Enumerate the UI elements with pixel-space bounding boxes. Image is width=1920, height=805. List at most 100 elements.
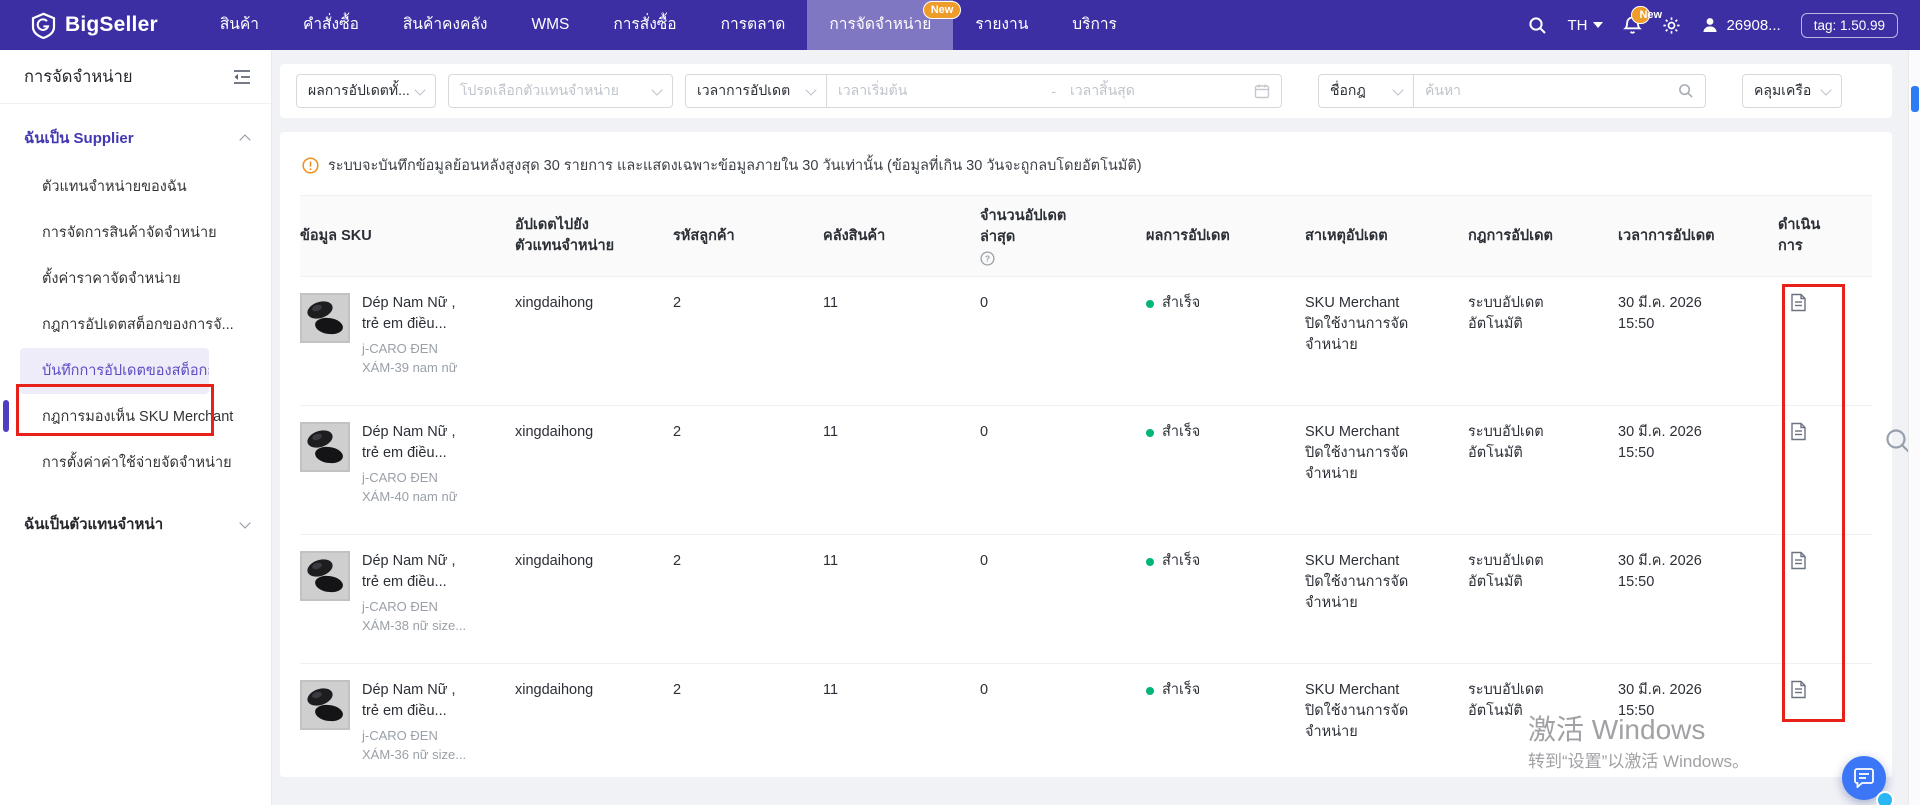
search-icon[interactable] — [1678, 83, 1694, 99]
rule-cell: ระบบอัปเดตอัตโนมัติ — [1468, 551, 1618, 593]
view-detail-icon[interactable] — [1778, 551, 1858, 570]
view-detail-icon[interactable] — [1778, 422, 1858, 441]
notifications-bell[interactable]: New — [1623, 15, 1642, 35]
col-rule: กฎการอัปเดต — [1468, 226, 1618, 247]
table-row: Dép Nam Nữ ,trẻ em điều... j-CARO ĐENXÁM… — [300, 277, 1872, 406]
col-customer: รหัสลูกค้า — [673, 226, 823, 247]
table-row: Dép Nam Nữ ,trẻ em điều... j-CARO ĐENXÁM… — [300, 664, 1872, 777]
brand-shield-icon — [30, 12, 57, 39]
last-qty-cell: 0 — [980, 680, 1146, 701]
product-name[interactable]: Dép Nam Nữ ,trẻ em điều... — [362, 422, 457, 464]
product-name[interactable]: Dép Nam Nữ ,trẻ em điều... — [362, 293, 457, 335]
sidebar-section-dealer[interactable]: ฉันเป็นตัวแทนจำหน่า — [0, 486, 271, 550]
search-icon[interactable] — [1528, 16, 1547, 35]
time-type-value: เวลาการอัปเดต — [697, 80, 790, 102]
log-table-card: ระบบจะบันทึกข้อมูลย้อนหลังสูงสุด 30 รายก… — [280, 132, 1892, 777]
language-selector[interactable]: TH — [1567, 17, 1603, 34]
col-action: ดำเนินการ — [1778, 215, 1858, 257]
dealer-select[interactable]: โปรดเลือกตัวแทนจำหน่าย — [448, 74, 673, 108]
rule-name-select[interactable]: ชื่อกฎ — [1318, 74, 1414, 108]
sidebar-section-supplier[interactable]: ฉันเป็น Supplier — [0, 104, 271, 164]
sidebar-item-distribution-price[interactable]: ตั้งค่าราคาจัดจำหน่าย — [0, 256, 271, 302]
product-image — [300, 293, 350, 377]
nav-item-inventory[interactable]: สินค้าคงคลัง — [381, 0, 510, 50]
search-input[interactable]: ค้นหา — [1414, 74, 1706, 108]
col-warehouse: คลังสินค้า — [823, 226, 980, 247]
sidebar-item-distribution-products[interactable]: การจัดการสินค้าจัดจำหน่าย — [0, 210, 271, 256]
match-mode-select[interactable]: คลุมเครือ — [1742, 74, 1842, 108]
view-detail-icon[interactable] — [1778, 293, 1858, 312]
scrollbar-thumb[interactable] — [1911, 86, 1919, 112]
gear-icon[interactable] — [1662, 16, 1681, 35]
product-sku: j-CARO ĐENXÁM-40 nam nữ — [362, 468, 457, 506]
sidebar-item-my-dealers[interactable]: ตัวแทนจำหน่ายของฉัน — [0, 164, 271, 210]
retention-notice: ระบบจะบันทึกข้อมูลย้อนหลังสูงสุด 30 รายก… — [300, 132, 1872, 195]
sidebar-item-stock-update-rules[interactable]: กฎการอัปเดตสต็อกของการจั... — [0, 302, 271, 348]
col-last-qty: จำนวนอัปเดต ล่าสุด? — [980, 206, 1146, 266]
chevron-up-icon — [239, 134, 250, 145]
view-detail-icon[interactable] — [1778, 680, 1858, 699]
nav-item-services[interactable]: บริการ — [1050, 0, 1139, 50]
nav-item-purchase[interactable]: การสั่งซื้อ — [591, 0, 698, 50]
navbar-right: TH New 26908... tag: 1.50.99 — [1528, 13, 1898, 38]
sidebar-title: การจัดจำหน่าย — [24, 64, 133, 90]
product-name[interactable]: Dép Nam Nữ ,trẻ em điều... — [362, 551, 466, 593]
product-image — [300, 680, 350, 764]
calendar-icon — [1254, 83, 1270, 99]
customer-code-cell: 2 — [673, 680, 823, 701]
time-type-select[interactable]: เวลาการอัปเดต — [685, 74, 827, 108]
reason-cell: SKU Merchantปิดใช้งานการจัดจำหน่าย — [1305, 680, 1468, 743]
col-sku: ข้อมูล SKU — [300, 226, 515, 247]
last-qty-cell: 0 — [980, 551, 1146, 572]
customer-code-cell: 2 — [673, 293, 823, 314]
chat-icon — [1853, 768, 1875, 788]
sidebar-section-supplier-label: ฉันเป็น Supplier — [24, 126, 134, 150]
filter-bar: ผลการอัปเดตทั้... โปรดเลือกตัวแทนจำหน่าย… — [280, 64, 1892, 118]
bigseller-logo[interactable]: BigSeller — [30, 12, 158, 39]
nav-item-wms[interactable]: WMS — [509, 0, 591, 50]
vertical-scrollbar[interactable] — [1908, 50, 1920, 805]
result-cell: สำเร็จ — [1146, 680, 1305, 701]
update-result-select[interactable]: ผลการอัปเดตทั้... — [296, 74, 436, 108]
user-account[interactable]: 26908... — [1701, 16, 1780, 34]
result-cell: สำเร็จ — [1146, 422, 1305, 443]
table-row: Dép Nam Nữ ,trẻ em điều... j-CARO ĐENXÁM… — [300, 535, 1872, 664]
product-sku: j-CARO ĐENXÁM-38 nữ size... — [362, 597, 466, 635]
sidebar: การจัดจำหน่าย ฉันเป็น Supplier ตัวแทนจำห… — [0, 50, 272, 805]
customer-code-cell: 2 — [673, 551, 823, 572]
chevron-down-icon — [1392, 84, 1403, 95]
user-id: 26908... — [1726, 17, 1780, 34]
dealer-cell: xingdaihong — [515, 422, 673, 443]
dealer-cell: xingdaihong — [515, 680, 673, 701]
sidebar-item-stock-update-log[interactable]: บันทึกการอัปเดตของสต็อกก... — [20, 348, 209, 394]
nav-item-products[interactable]: สินค้า — [198, 0, 281, 50]
product-name[interactable]: Dép Nam Nữ ,trẻ em điều... — [362, 680, 466, 722]
nav-item-marketing[interactable]: การตลาด — [699, 0, 808, 50]
success-dot — [1146, 558, 1154, 566]
reason-cell: SKU Merchantปิดใช้งานการจัดจำหน่าย — [1305, 551, 1468, 614]
search-placeholder: ค้นหา — [1425, 80, 1461, 102]
chevron-down-icon — [805, 84, 816, 95]
date-range-picker[interactable]: เวลาเริ่มต้น - เวลาสิ้นสุด — [827, 74, 1282, 108]
product-sku: j-CARO ĐENXÁM-36 nữ size... — [362, 726, 466, 764]
version-tag: tag: 1.50.99 — [1801, 13, 1898, 38]
nav-item-reports[interactable]: รายงาน — [953, 0, 1050, 50]
sidebar-item-sku-visibility-rules[interactable]: กฎการมองเห็น SKU Merchant — [0, 394, 271, 440]
brand-name: BigSeller — [65, 13, 158, 37]
dealer-placeholder: โปรดเลือกตัวแทนจำหน่าย — [460, 80, 619, 102]
main-menu: สินค้า คำสั่งซื้อ สินค้าคงคลัง WMS การสั… — [198, 0, 1139, 50]
question-circle-icon[interactable]: ? — [980, 251, 1132, 266]
nav-item-distribution[interactable]: การจัดจำหน่าย New — [807, 0, 953, 50]
sidebar-section-dealer-label: ฉันเป็นตัวแทนจำหน่า — [24, 512, 163, 536]
corner-widget-icon[interactable] — [1876, 791, 1894, 805]
rule-cell: ระบบอัปเดตอัตโนมัติ — [1468, 680, 1618, 722]
bell-new-badge: New — [1631, 6, 1650, 24]
top-navbar: BigSeller สินค้า คำสั่งซื้อ สินค้าคงคลัง… — [0, 0, 1920, 50]
col-time: เวลาการอัปเดต — [1618, 226, 1778, 247]
sidebar-item-distribution-cost-settings[interactable]: การตั้งค่าค่าใช้จ่ายจัดจำหน่าย — [0, 440, 271, 486]
chevron-down-icon — [651, 84, 662, 95]
rule-cell: ระบบอัปเดตอัตโนมัติ — [1468, 422, 1618, 464]
menu-fold-icon[interactable] — [233, 69, 251, 85]
nav-item-orders[interactable]: คำสั่งซื้อ — [281, 0, 381, 50]
warehouse-cell: 11 — [823, 551, 980, 572]
